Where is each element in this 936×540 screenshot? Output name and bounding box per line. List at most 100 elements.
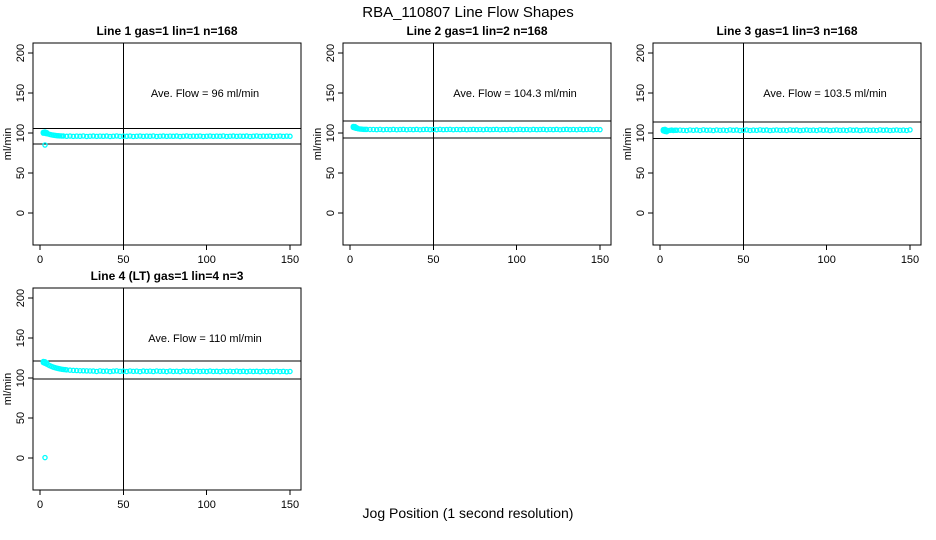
data-point xyxy=(673,127,680,134)
data-point xyxy=(70,133,77,140)
data-point xyxy=(430,126,437,133)
data-point xyxy=(770,127,777,133)
data-point xyxy=(133,133,140,139)
data-point xyxy=(267,368,273,375)
data-point xyxy=(257,368,263,375)
data-point xyxy=(273,368,280,374)
data-point xyxy=(797,127,803,134)
plot-box xyxy=(32,42,302,246)
data-point xyxy=(580,126,587,133)
scatter-series xyxy=(40,358,293,461)
data-point xyxy=(677,127,683,133)
data-point xyxy=(457,126,463,133)
data-point xyxy=(203,368,210,375)
data-point xyxy=(243,368,250,375)
subplot-title: Line 3 gas=1 lin=3 n=168 xyxy=(716,24,857,38)
data-point xyxy=(510,126,517,133)
x-tick-label: 0 xyxy=(37,254,43,266)
data-point xyxy=(787,127,793,133)
data-point xyxy=(540,126,547,133)
data-point xyxy=(130,368,137,375)
y-tick-label: 0 xyxy=(15,210,27,216)
data-point xyxy=(487,126,493,133)
data-point xyxy=(63,367,70,373)
data-point xyxy=(103,368,110,374)
data-point xyxy=(273,133,280,139)
data-point xyxy=(227,368,233,374)
data-point xyxy=(883,127,890,133)
plot-box xyxy=(342,42,612,246)
data-point xyxy=(903,127,910,134)
x-axis: 0 50 100 150 xyxy=(657,245,919,266)
data-point xyxy=(413,126,420,133)
y-tick-label: 0 xyxy=(325,210,337,216)
data-point xyxy=(793,127,800,133)
ave-flow-annotation: Ave. Flow = 96 ml/min xyxy=(151,88,259,100)
data-point xyxy=(453,126,460,133)
data-point xyxy=(207,368,213,374)
data-point xyxy=(133,368,140,374)
data-point xyxy=(117,133,123,140)
y-tick-label: 0 xyxy=(15,455,27,461)
subplot-title: Line 1 gas=1 lin=1 n=168 xyxy=(96,24,237,38)
data-point xyxy=(383,126,390,133)
x-tick-label: 50 xyxy=(117,499,129,511)
data-point xyxy=(197,133,203,139)
data-point xyxy=(810,127,817,133)
data-point xyxy=(217,368,223,375)
data-point xyxy=(373,126,380,133)
subplot-line-2: 0 50 100 150 0 50 100 150 200 ml/min Line 2 gas=1 … xyxy=(312,24,612,266)
data-point xyxy=(730,127,737,134)
data-point xyxy=(687,127,693,133)
data-point xyxy=(870,127,877,133)
data-point xyxy=(403,126,410,133)
data-point xyxy=(80,133,87,139)
data-point xyxy=(260,368,267,374)
data-point xyxy=(737,127,743,134)
data-point xyxy=(187,368,193,374)
data-point xyxy=(197,368,203,375)
x-tick-label: 50 xyxy=(427,254,439,266)
data-point xyxy=(897,127,903,134)
data-point xyxy=(60,133,67,139)
data-point xyxy=(153,133,160,140)
data-point xyxy=(70,367,77,374)
y-axis-unit-label: ml/min xyxy=(2,128,14,160)
y-axis-unit-label: ml/min xyxy=(2,373,14,405)
data-point xyxy=(443,126,450,133)
data-point xyxy=(183,133,190,139)
data-point xyxy=(440,126,447,133)
data-point xyxy=(567,126,573,133)
data-point xyxy=(767,127,773,134)
data-point xyxy=(200,368,207,374)
data-point xyxy=(480,126,487,133)
data-point xyxy=(187,133,193,140)
data-point xyxy=(397,126,403,133)
data-point xyxy=(757,127,763,133)
page-title: RBA_110807 Line Flow Shapes xyxy=(362,4,574,21)
data-point xyxy=(127,368,133,374)
data-point xyxy=(690,127,697,134)
data-point xyxy=(497,126,503,133)
data-point xyxy=(410,126,417,133)
data-point xyxy=(830,127,837,133)
data-point xyxy=(267,133,273,139)
data-point xyxy=(213,368,220,375)
data-point xyxy=(83,133,90,140)
subplot-line-4: 0 50 100 150 0 50 100 150 200 ml/min Line 4 (LT) g… xyxy=(2,269,302,511)
data-point xyxy=(743,127,750,133)
subplot-title: Line 2 gas=1 lin=2 n=168 xyxy=(406,24,547,38)
data-point xyxy=(253,133,260,139)
data-point xyxy=(880,127,887,134)
data-point xyxy=(233,368,240,374)
data-point xyxy=(507,126,513,133)
data-point xyxy=(180,133,187,139)
x-tick-label: 100 xyxy=(507,254,525,266)
y-tick-label: 100 xyxy=(325,124,337,142)
data-point xyxy=(587,126,593,133)
data-point xyxy=(887,127,893,134)
data-point xyxy=(517,126,523,133)
data-point xyxy=(433,126,440,133)
data-point xyxy=(490,126,497,133)
y-tick-label: 150 xyxy=(325,84,337,102)
